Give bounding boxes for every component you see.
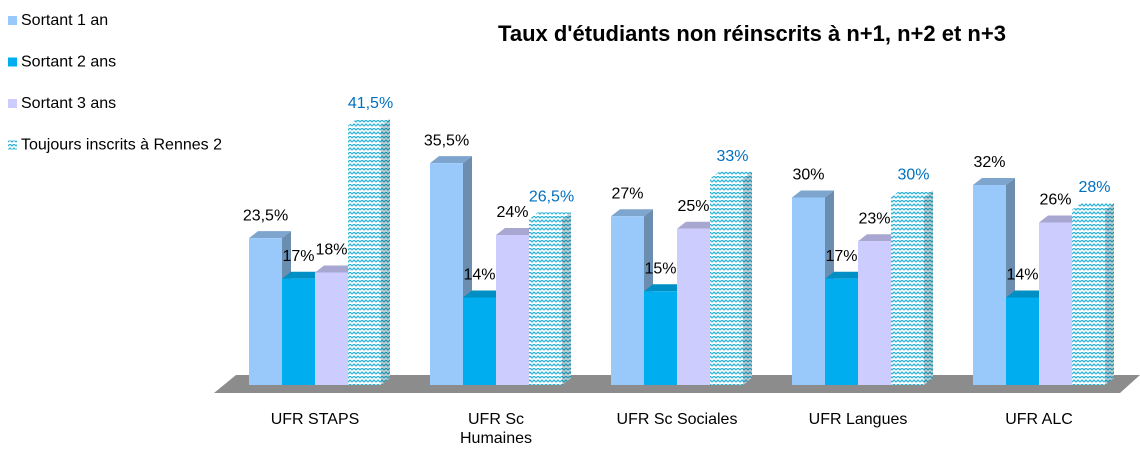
legend-swatch [8,16,17,25]
data-label: 18% [315,242,347,259]
data-label: 17% [825,248,857,265]
legend-label: Toujours inscrits à Rennes 2 [21,137,222,154]
legend-label: Sortant 2 ans [21,54,116,71]
bar [1072,203,1114,385]
data-label: 25% [677,198,709,215]
bar [430,156,472,385]
legend-swatch [8,140,17,150]
data-label: 23% [858,210,890,227]
data-label: 23,5% [243,207,288,224]
x-tick-label: UFR Sc Humaines [459,411,533,447]
data-label: 14% [463,267,495,284]
data-label: 30% [897,167,929,184]
data-label: 33% [716,148,748,165]
legend-swatch [8,99,17,108]
data-label: 28% [1078,179,1110,196]
legend-label: Sortant 1 an [21,12,108,29]
x-tick-label: UFR ALC [1005,411,1073,428]
data-label: 14% [1006,267,1038,284]
data-label: 32% [973,154,1005,171]
bar [891,190,933,385]
x-tick-label: UFR STAPS [270,411,360,428]
data-label: 17% [282,248,314,265]
data-label: 30% [792,167,824,184]
bar [825,271,867,385]
data-label: 15% [644,260,676,277]
data-label: 27% [611,185,643,202]
bar [348,118,390,385]
x-tick-label: UFR Langues [808,411,908,428]
data-label: 26,5% [529,189,574,206]
data-label: 35,5% [424,132,469,149]
data-label: 41,5% [348,95,393,112]
legend-label: Sortant 3 ans [21,95,116,112]
legend-swatch [8,57,17,67]
bar [529,212,571,385]
data-label: 24% [496,204,528,221]
data-label: 26% [1039,192,1071,209]
bar [710,171,752,385]
chart-title: Taux d'étudiants non réinscrits à n+1, n… [498,21,1006,46]
x-tick-label: UFR Sc Sociales [616,411,738,428]
